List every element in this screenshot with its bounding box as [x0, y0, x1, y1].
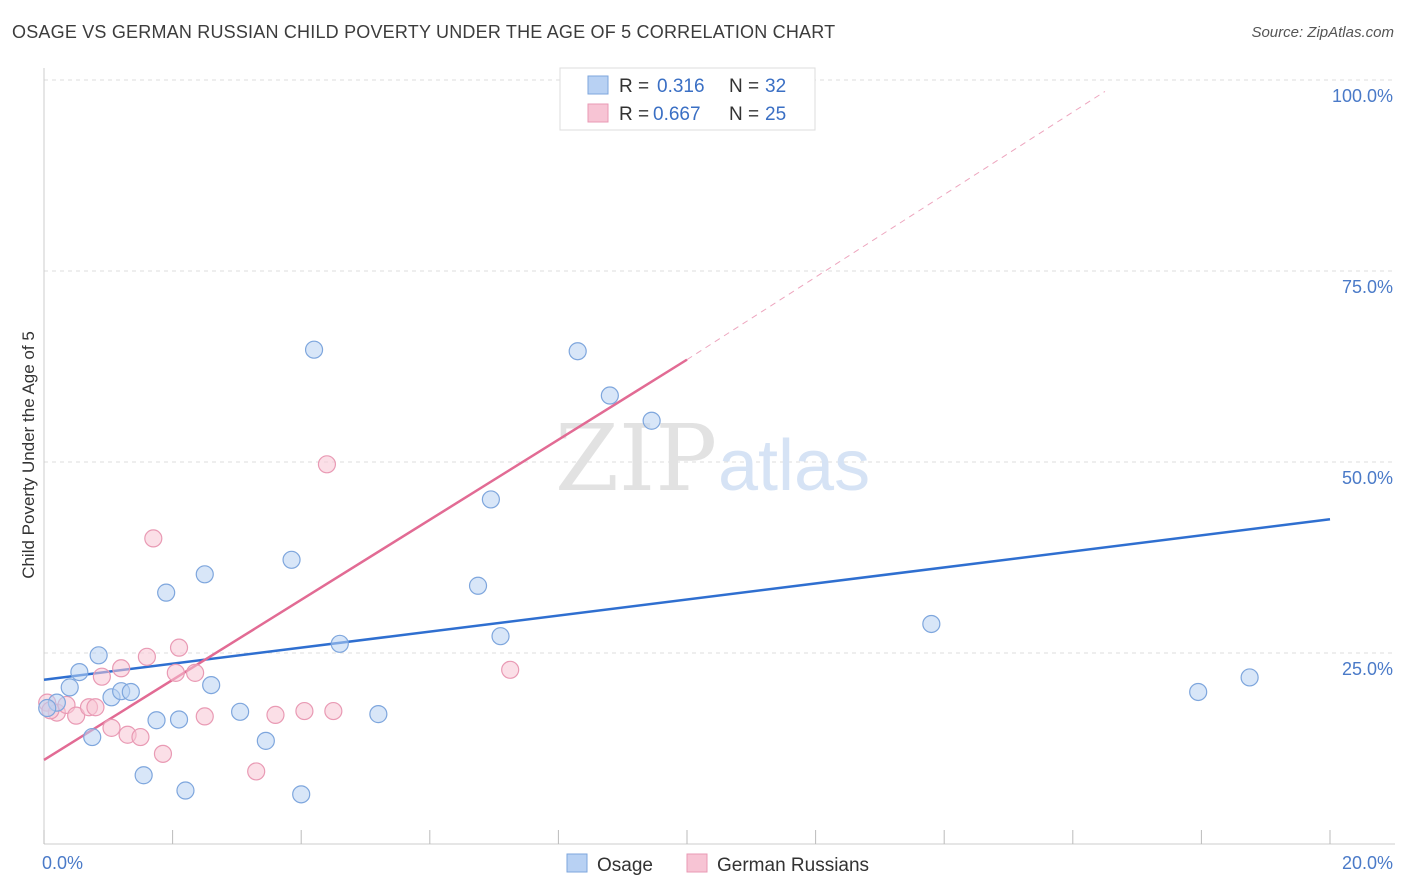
- y-tick-label: 75.0%: [1342, 277, 1393, 297]
- bottom-legend: Osage German Russians: [566, 853, 869, 876]
- bottom-legend-swatch-osage: [566, 853, 588, 873]
- point-osage: [292, 785, 311, 804]
- point-german-russians: [317, 455, 337, 474]
- bottom-legend-swatch-german-russians: [686, 853, 708, 873]
- point-osage: [481, 490, 500, 509]
- grid-layer: [44, 79, 1395, 654]
- point-german-russians: [131, 727, 150, 747]
- trend-line-german-russians: [43, 358, 688, 762]
- point-german-russians: [86, 698, 105, 717]
- point-german-russians: [144, 529, 163, 548]
- chart-title: OSAGE VS GERMAN RUSSIAN CHILD POVERTY UN…: [12, 22, 836, 42]
- legend-r-label-osage: R =: [619, 76, 649, 97]
- point-german-russians: [92, 667, 111, 686]
- point-german-russians: [324, 701, 343, 721]
- legend-r-value-german-russians: 0.667: [653, 104, 701, 125]
- x-tick-label: 0.0%: [42, 853, 83, 873]
- point-osage: [195, 565, 214, 584]
- point-osage: [38, 698, 57, 718]
- legend-n-label-german-russians: N =: [729, 104, 759, 125]
- point-osage: [330, 634, 349, 653]
- legend-r-value-osage: 0.316: [657, 76, 705, 97]
- point-osage: [169, 710, 189, 729]
- point-osage: [231, 702, 250, 721]
- point-german-russians: [169, 638, 189, 657]
- point-osage: [70, 662, 89, 682]
- legend-n-value-german-russians: 25: [765, 104, 786, 125]
- point-osage: [83, 727, 102, 747]
- axis-layer: 25.0% 50.0% 75.0% 100.0% 0.0% 20.0%: [42, 68, 1395, 873]
- point-german-russians: [501, 660, 520, 679]
- point-osage: [568, 342, 587, 361]
- trend-layer: [43, 91, 1331, 762]
- y-tick-label: 25.0%: [1342, 659, 1393, 679]
- point-osage: [1189, 682, 1208, 702]
- bottom-legend-label-german-russians: German Russians: [717, 855, 869, 876]
- point-osage: [60, 678, 79, 697]
- legend-swatch-osage: [587, 75, 609, 95]
- point-osage: [176, 781, 195, 800]
- point-german-russians: [295, 701, 314, 721]
- point-german-russians: [67, 706, 86, 725]
- point-osage: [89, 646, 108, 665]
- point-osage: [369, 705, 388, 724]
- point-osage: [600, 386, 619, 405]
- legend-n-value-osage: 32: [765, 76, 786, 97]
- point-osage: [468, 576, 488, 595]
- point-german-russians: [247, 762, 266, 781]
- legend-n-label-osage: N =: [729, 76, 759, 97]
- point-german-russians: [186, 663, 205, 682]
- watermark-atlas: atlas: [718, 426, 870, 506]
- watermark-zip: ZIP: [555, 405, 717, 512]
- point-osage: [157, 583, 176, 602]
- legend-swatch-german-russians: [587, 103, 609, 123]
- point-osage: [256, 731, 275, 750]
- trend-line-german-russians-extension: [686, 91, 1106, 361]
- points-layer: [38, 340, 1259, 804]
- x-tick-label: 20.0%: [1342, 853, 1393, 873]
- source-attribution: Source: ZipAtlas.com: [1251, 24, 1394, 41]
- point-german-russians: [195, 707, 214, 726]
- watermark: ZIP atlas: [555, 405, 870, 512]
- legend-box: R = 0.316 N = 32 R = 0.667 N = 25: [559, 67, 816, 131]
- point-osage: [121, 682, 140, 702]
- y-tick-label: 50.0%: [1342, 468, 1393, 488]
- trend-line-osage: [43, 518, 1331, 681]
- y-axis-title: Child Poverty Under the Age of 5: [19, 331, 38, 579]
- point-german-russians: [166, 663, 185, 682]
- point-osage: [202, 675, 221, 695]
- bottom-legend-label-osage: Osage: [597, 855, 653, 876]
- point-osage: [922, 614, 941, 634]
- legend-r-label-german-russians: R =: [619, 104, 649, 125]
- point-osage: [134, 766, 153, 785]
- y-tick-label: 100.0%: [1332, 86, 1393, 106]
- point-osage: [282, 550, 301, 569]
- point-german-russians: [153, 744, 173, 763]
- point-osage: [147, 711, 166, 730]
- point-german-russians: [266, 705, 285, 724]
- point-osage: [1240, 668, 1259, 687]
- point-german-russians: [137, 647, 156, 666]
- point-german-russians: [102, 718, 121, 737]
- point-osage: [491, 627, 510, 646]
- point-osage: [304, 340, 324, 359]
- point-german-russians: [112, 659, 131, 678]
- point-osage: [642, 411, 661, 430]
